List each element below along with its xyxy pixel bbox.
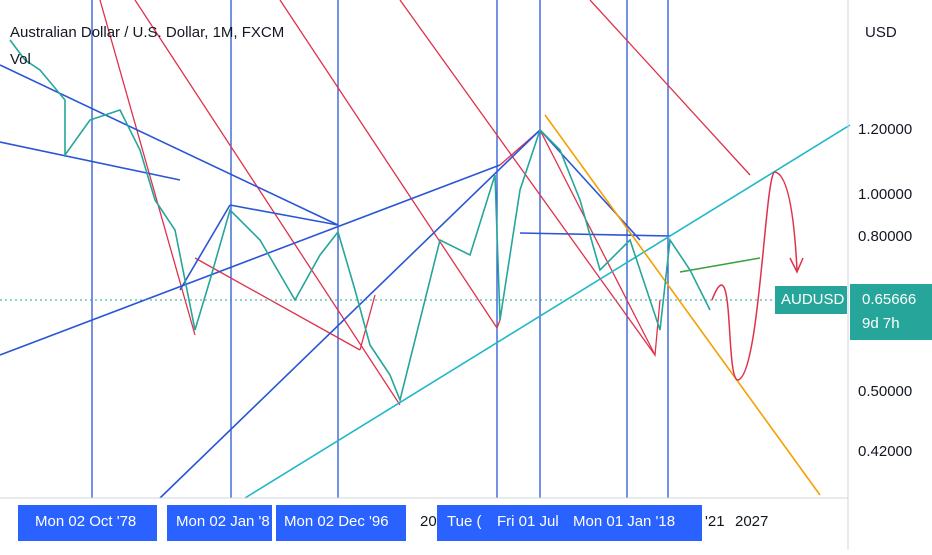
countdown: 9d 7h (862, 315, 900, 332)
price-label: 1.20000 (858, 121, 912, 138)
time-label: Mon 02 Jan '8 (176, 513, 270, 530)
symbol-price: 0.65666 (862, 291, 916, 308)
time-label: Fri 01 Jul (497, 513, 559, 530)
blue-trendlines (0, 64, 671, 499)
red-trendlines (99, 0, 751, 406)
vertical-lines (91, 0, 669, 498)
price-label: 0.42000 (858, 443, 912, 460)
chart-title: Australian Dollar / U.S. Dollar, 1M, FXC… (10, 24, 284, 41)
time-label: '21 (705, 513, 725, 530)
price-label: 0.80000 (858, 228, 912, 245)
time-label: Mon 02 Dec '96 (284, 513, 389, 530)
time-label: Mon 02 Oct '78 (35, 513, 136, 530)
time-label: Tue ( (447, 513, 481, 530)
cyan-channel (244, 124, 851, 499)
symbol-badge: AUDUSD 0.65666 9d 7h (775, 284, 932, 340)
price-path (9, 39, 711, 403)
time-label: Mon 01 Jan '18 (573, 513, 675, 530)
orange-line (544, 114, 821, 496)
green-line (679, 257, 761, 273)
symbol-name: AUDUSD (781, 291, 845, 308)
currency-label: USD (865, 24, 897, 41)
price-label: 0.50000 (858, 383, 912, 400)
indicator-label: Vol (10, 51, 31, 68)
time-labels: Mon 02 Oct '78 Mon 02 Jan '8 Mon 02 Dec … (18, 505, 702, 541)
forecast-curve (711, 171, 804, 381)
price-label: 1.00000 (858, 186, 912, 203)
time-label: 2027 (735, 513, 768, 530)
